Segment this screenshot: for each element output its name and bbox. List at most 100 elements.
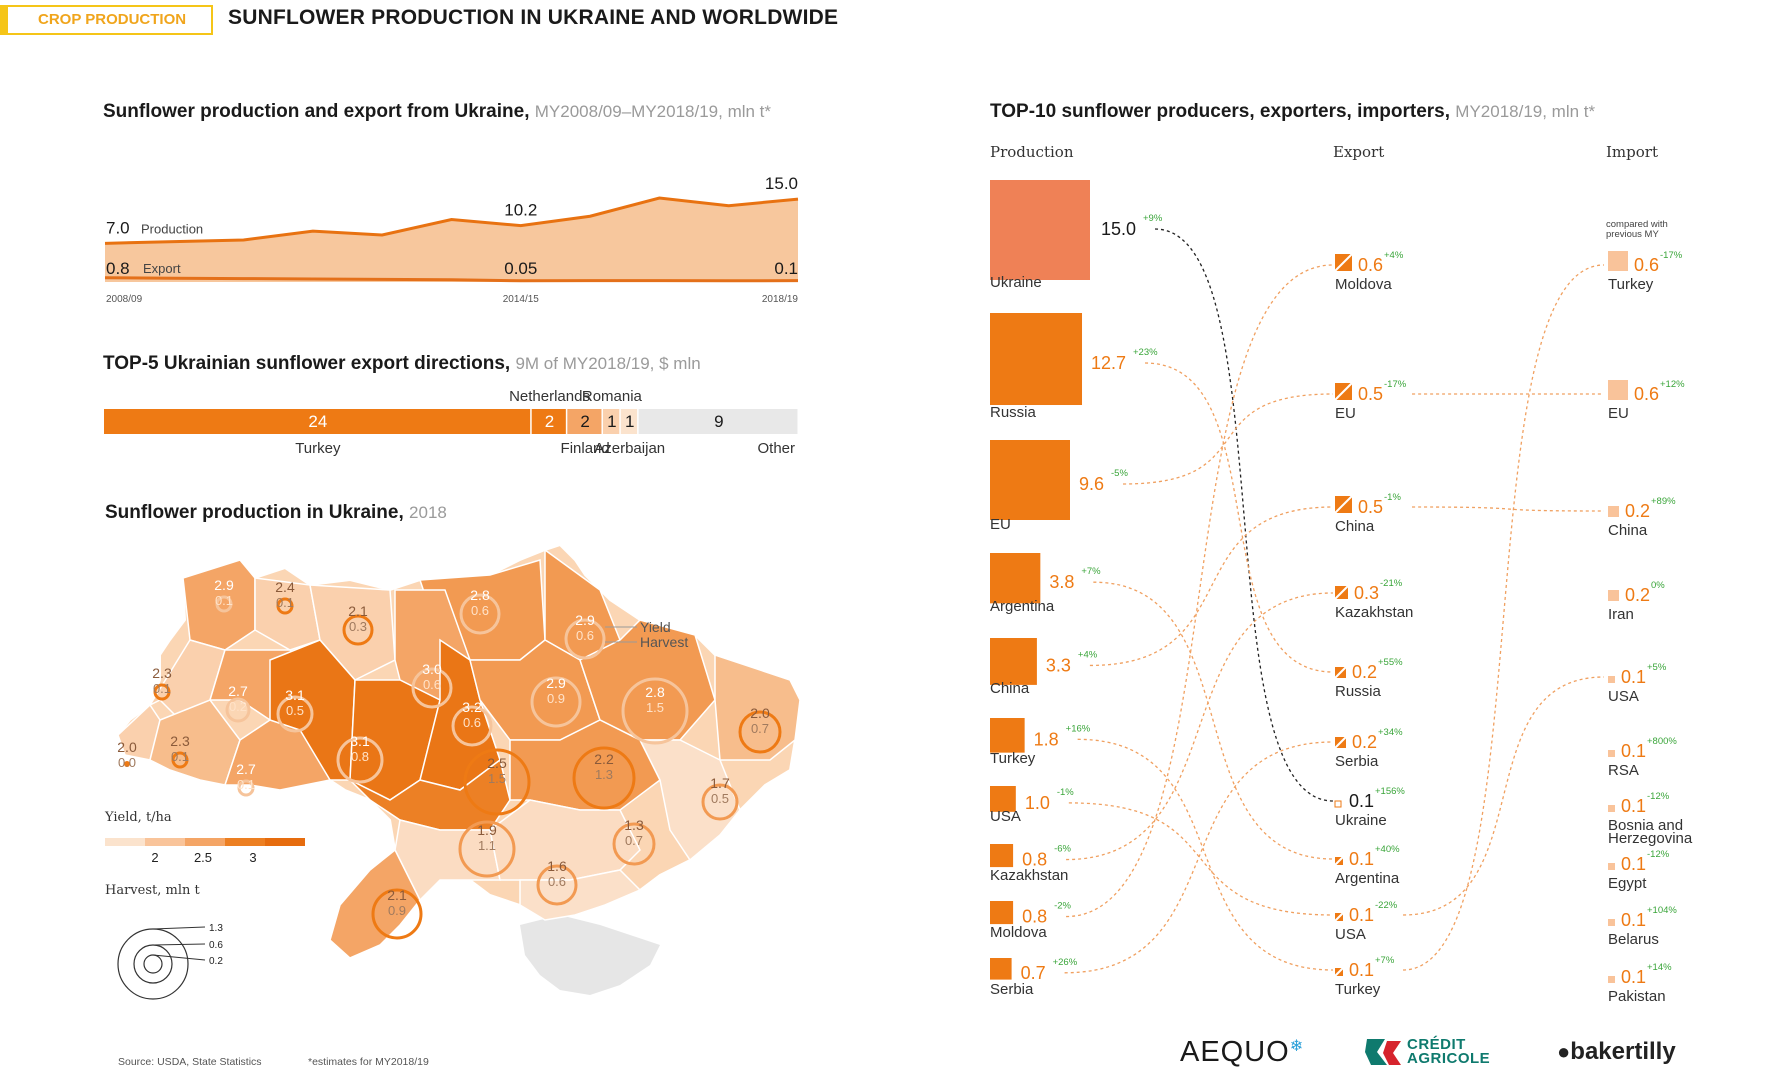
harvest-legend-circle xyxy=(117,928,189,1000)
region-yield-value: 2.2 xyxy=(594,751,614,767)
production-country: Russia xyxy=(990,404,1037,421)
production-export-connector xyxy=(1122,393,1334,485)
production-value: 1.0 xyxy=(1025,793,1050,813)
export-value: 0.5 xyxy=(1358,384,1383,404)
production-value: 1.8 xyxy=(1034,729,1059,749)
production-value: 0.8 xyxy=(1022,907,1047,927)
region-yield-value: 3.1 xyxy=(350,733,370,749)
aequo-logo: AEQUO❄ xyxy=(1180,1036,1304,1069)
import-change: -12% xyxy=(1647,849,1670,860)
production-value: 0.7 xyxy=(1021,963,1046,983)
harvest-bubble xyxy=(342,614,374,646)
export-bar-segment xyxy=(638,409,798,434)
export-value-label: 0.05 xyxy=(504,259,537,278)
export-country: Argentina xyxy=(1335,870,1400,887)
production-value: 12.7 xyxy=(1091,353,1126,373)
region-yield-value: 3.0 xyxy=(422,661,442,677)
map-region-shape xyxy=(309,584,396,681)
yield-legend-swatch xyxy=(265,838,305,846)
export-directions-title-main: TOP-5 Ukrainian sunflower export directi… xyxy=(103,353,511,374)
import-value: 0.6 xyxy=(1634,255,1659,275)
x-tick-label: 2018/19 xyxy=(762,294,799,305)
harvest-bubble xyxy=(276,695,314,733)
map-region-shape xyxy=(509,719,661,811)
export-change: -22% xyxy=(1375,900,1398,911)
production-value: 9.6 xyxy=(1079,474,1104,494)
import-value: 0.1 xyxy=(1621,854,1646,874)
import-bar xyxy=(1608,750,1615,757)
bakertilly-mark-icon: ● xyxy=(1557,1039,1571,1064)
production-value-label: 15.0 xyxy=(765,174,798,193)
production-bar xyxy=(990,958,1012,980)
export-bar-hatch xyxy=(1334,495,1353,514)
ukraine-map-title: Sunflower production in Ukraine, 2018 xyxy=(105,502,447,524)
ukraine-connector xyxy=(1154,228,1334,802)
aequo-logo-text: AEQUO xyxy=(1180,1036,1290,1068)
import-change: -12% xyxy=(1647,791,1670,802)
import-value: 0.2 xyxy=(1625,585,1650,605)
production-bar xyxy=(990,901,1014,925)
x-tick-label: 2008/09 xyxy=(106,294,143,305)
production-export-connector xyxy=(1066,592,1334,861)
yield-legend-title: Yield, t/ha xyxy=(105,810,172,825)
export-bar-value: 9 xyxy=(714,412,723,431)
top10-title: TOP-10 sunflower producers, exporters, i… xyxy=(990,101,1595,123)
harvest-legend-title: Harvest, mln t xyxy=(105,883,200,898)
production-change: -2% xyxy=(1054,901,1071,912)
snowflake-icon: ❄ xyxy=(1289,1038,1305,1055)
export-bar-value: 1 xyxy=(607,412,616,431)
production-value: 0.8 xyxy=(1022,850,1047,870)
region-yield-value: 2.8 xyxy=(645,684,665,700)
import-bar xyxy=(1608,863,1615,870)
region-harvest-value: 1.5 xyxy=(488,771,506,786)
bakertilly-logo: ●bakertilly xyxy=(1557,1038,1676,1066)
production-change: +7% xyxy=(1081,566,1101,577)
export-bar-hatch xyxy=(1334,967,1344,977)
import-bar xyxy=(1608,506,1619,517)
import-value: 0.2 xyxy=(1625,501,1650,521)
production-country: EU xyxy=(990,516,1011,533)
harvest-legend-leader xyxy=(152,926,206,930)
production-export-connector xyxy=(1145,362,1334,673)
harvest-bubble xyxy=(621,677,689,745)
import-value: 0.1 xyxy=(1621,667,1646,687)
harvest-bubble xyxy=(411,667,453,709)
production-change: -1% xyxy=(1057,787,1074,798)
export-change: -17% xyxy=(1384,379,1407,390)
export-value-label: 0.8 xyxy=(106,259,130,278)
region-harvest-value: 0.6 xyxy=(463,715,481,730)
export-country: Serbia xyxy=(1335,753,1379,770)
region-harvest-value: 0.9 xyxy=(388,903,406,918)
import-change: -17% xyxy=(1660,250,1683,261)
region-yield-value: 2.7 xyxy=(236,761,256,777)
production-change: +4% xyxy=(1078,649,1098,660)
import-change: +12% xyxy=(1660,379,1685,390)
export-value: 0.2 xyxy=(1352,732,1377,752)
export-change: +34% xyxy=(1378,727,1403,738)
export-value: 0.1 xyxy=(1349,905,1374,925)
yield-annotation: Yield xyxy=(640,619,671,635)
col-import-label: Import xyxy=(1606,143,1658,161)
top10-title-main: TOP-10 sunflower producers, exporters, i… xyxy=(990,101,1450,122)
yield-legend-tick: 2 xyxy=(151,850,158,865)
bakertilly-text: bakertilly xyxy=(1570,1038,1676,1065)
import-change: +89% xyxy=(1651,496,1676,507)
export-value: 0.1 xyxy=(1349,960,1374,980)
harvest-bubble xyxy=(237,779,255,797)
region-yield-value: 2.3 xyxy=(152,665,172,681)
export-country: Ukraine xyxy=(1335,812,1387,829)
region-harvest-value: 0.5 xyxy=(286,703,304,718)
crimea-shape xyxy=(520,915,660,995)
export-bar xyxy=(1334,800,1342,808)
map-region-shape xyxy=(519,869,642,921)
export-bar-country: Finland xyxy=(561,440,610,457)
harvest-bubble xyxy=(124,761,130,767)
export-bar-value: 2 xyxy=(580,412,589,431)
export-bar-value: 1 xyxy=(625,412,634,431)
production-country: Argentina xyxy=(990,598,1055,615)
harvest-bubble xyxy=(225,697,251,723)
region-harvest-value: 0.1 xyxy=(171,749,189,764)
production-country: USA xyxy=(990,808,1021,825)
export-value: 0.3 xyxy=(1354,583,1379,603)
